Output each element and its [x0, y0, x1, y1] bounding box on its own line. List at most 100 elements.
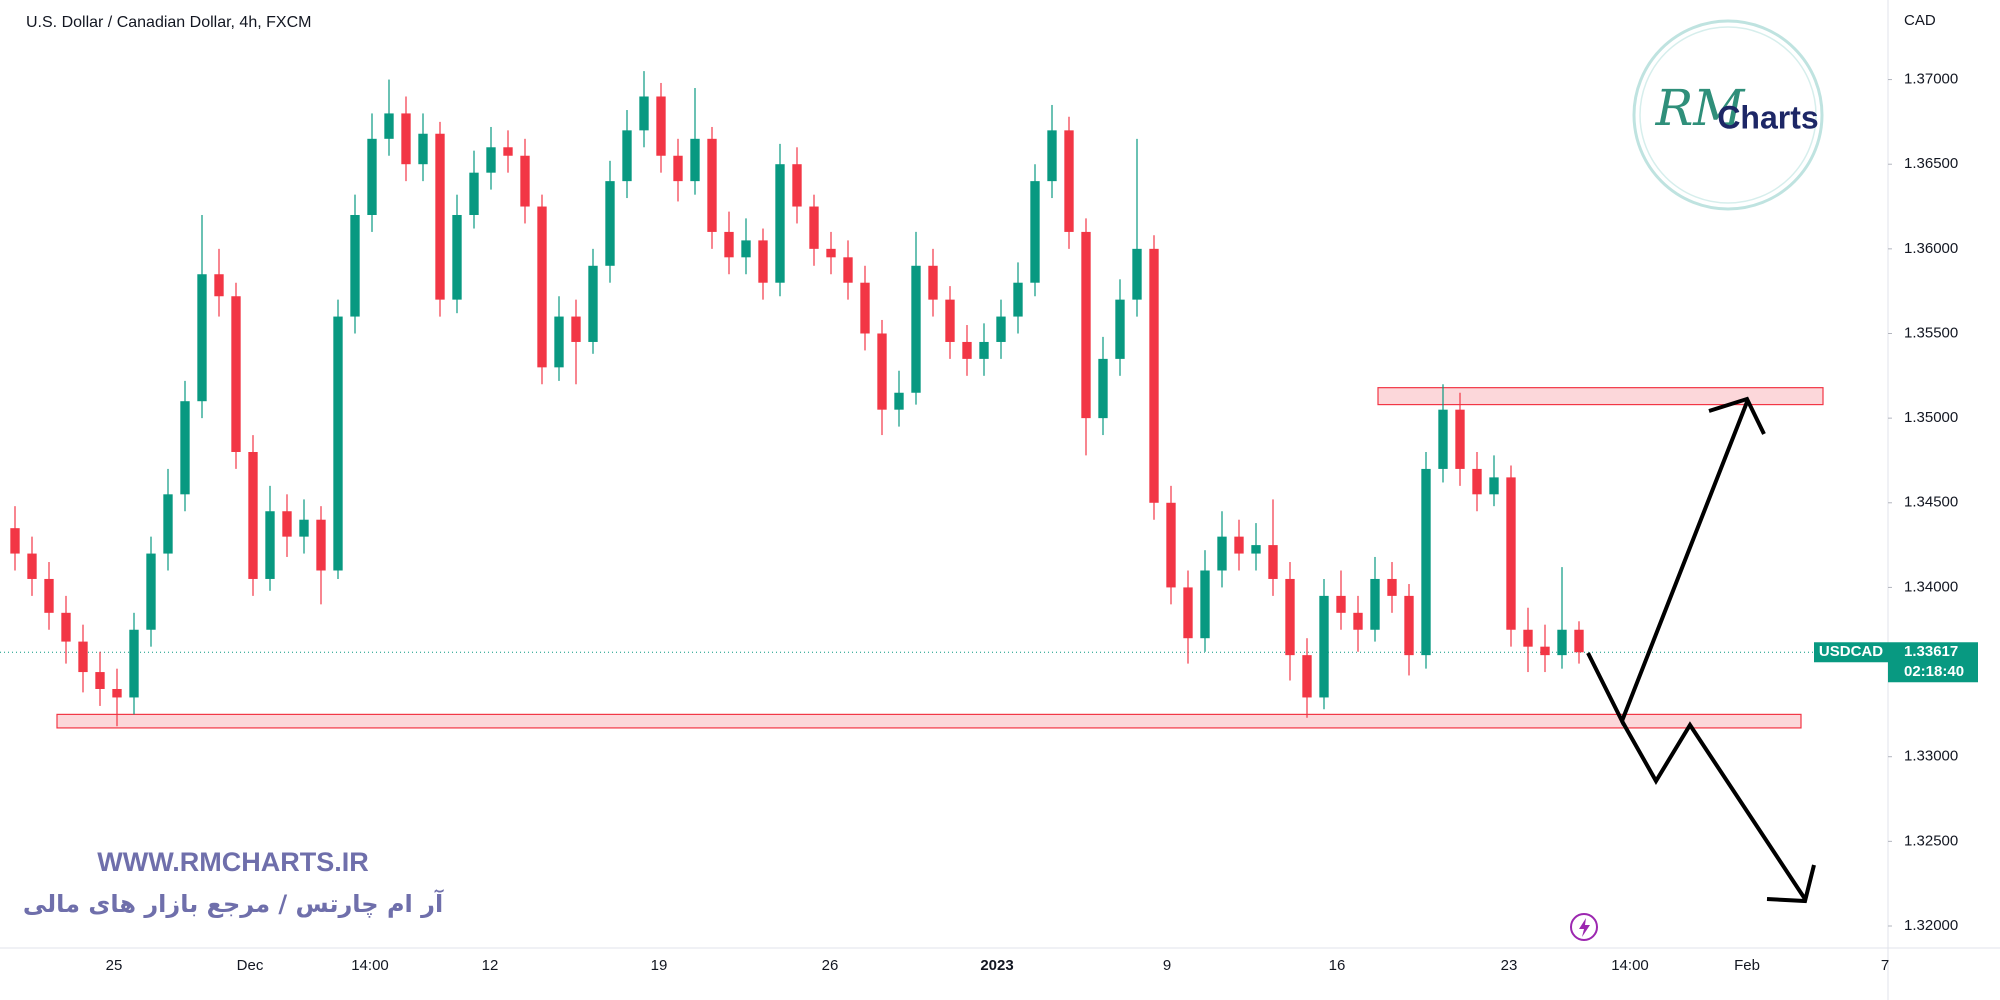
price-zone	[1377, 387, 1824, 406]
candle-body	[1098, 358, 1108, 419]
candle-body	[248, 451, 258, 579]
last-price-label: 1.33617	[1904, 643, 1958, 660]
candle-body	[809, 206, 819, 249]
candle-body	[588, 265, 598, 342]
candle-body	[928, 265, 938, 300]
candle-body	[486, 147, 496, 173]
candle-body	[724, 231, 734, 258]
candle-body	[1557, 629, 1567, 656]
logo-ring-inner	[1639, 26, 1817, 204]
candle-body	[1302, 655, 1312, 698]
candle-body	[792, 164, 802, 207]
candle-body	[945, 299, 955, 342]
y-tick-label: 1.36000	[1904, 240, 1958, 257]
candle-body	[741, 240, 751, 258]
down-arrow-head	[1766, 864, 1816, 904]
candle-body	[673, 155, 683, 182]
candle-body	[1421, 468, 1431, 656]
y-tick-label: 1.33000	[1904, 748, 1958, 765]
candle-body	[146, 553, 156, 630]
candle-body	[163, 494, 173, 554]
candle-body	[622, 130, 632, 182]
y-tick-label: 1.34500	[1904, 494, 1958, 511]
candle-body	[384, 113, 394, 139]
candle-body	[435, 133, 445, 300]
x-tick-label: 25	[106, 957, 123, 974]
x-tick-label: 16	[1329, 957, 1346, 974]
candle-body	[554, 316, 564, 368]
x-tick-label: 7	[1881, 957, 1889, 974]
candle-body	[180, 401, 190, 495]
y-tick-label: 1.32000	[1904, 917, 1958, 934]
candle-body	[78, 641, 88, 673]
candle-body	[826, 248, 836, 258]
candle-body	[1319, 595, 1329, 698]
candle-body	[1183, 587, 1193, 639]
lightning-icon[interactable]	[1579, 918, 1590, 937]
candle-body	[639, 96, 649, 131]
candle-body	[1251, 545, 1261, 554]
candle-body	[860, 282, 870, 334]
candle-body	[299, 519, 309, 537]
candle-body	[452, 214, 462, 300]
candle-body	[231, 296, 241, 452]
candle-body	[1081, 231, 1091, 419]
candle-body	[503, 147, 513, 156]
y-tick-label: 1.32500	[1904, 832, 1958, 849]
candle-body	[1132, 248, 1142, 300]
candle-body	[350, 214, 360, 317]
logo-text: Charts	[1717, 99, 1818, 135]
logo-ring	[1632, 19, 1824, 211]
y-tick-label: 1.35500	[1904, 324, 1958, 341]
candle-body	[1200, 570, 1210, 639]
candle-body	[112, 688, 122, 698]
x-tick-label: 14:00	[351, 957, 389, 974]
x-tick-label: 9	[1163, 957, 1171, 974]
candle-body	[996, 316, 1006, 342]
x-tick-label: 2023	[980, 957, 1013, 974]
lightning-button[interactable]	[1570, 913, 1598, 941]
candle-body	[1472, 468, 1482, 495]
candle-body	[1387, 578, 1397, 596]
x-tick-label: 14:00	[1611, 957, 1649, 974]
candle-body	[214, 274, 224, 297]
candle-body	[1285, 578, 1295, 656]
candle-body	[367, 138, 377, 215]
candle-body	[1438, 409, 1448, 469]
candle-body	[690, 138, 700, 182]
candle-body	[1523, 629, 1533, 647]
candle-body	[1115, 299, 1125, 359]
candle-body	[44, 578, 54, 613]
candle-body	[401, 113, 411, 165]
candle-body	[520, 155, 530, 207]
candle-body	[656, 96, 666, 156]
candle-body	[10, 528, 20, 554]
candle-body	[894, 392, 904, 410]
candle-body	[1353, 612, 1363, 630]
countdown-label: 02:18:40	[1904, 663, 1964, 680]
candle-body	[1268, 545, 1278, 579]
up-arrow-head	[1708, 396, 1766, 435]
candle-body	[1166, 502, 1176, 588]
candle-body	[129, 629, 139, 698]
candle-body	[758, 240, 768, 283]
candle-body	[1455, 409, 1465, 469]
candle-body	[843, 257, 853, 283]
price-zone	[56, 713, 1802, 729]
x-tick-label: 12	[482, 957, 499, 974]
candle-body	[571, 316, 581, 342]
price-badge	[1888, 642, 1978, 683]
y-tick-label: 1.37000	[1904, 71, 1958, 88]
logo-mark: RM	[1655, 79, 1747, 137]
candle-body	[418, 133, 428, 165]
candle-body	[911, 265, 921, 393]
candle-body	[316, 519, 326, 571]
candle-body	[27, 553, 37, 579]
plot: 1.37000 1.36500 1.36000 1.35500 1.35000 1.345…	[0, 71, 1978, 974]
y-tick-label: 1.36500	[1904, 155, 1958, 172]
watermark-tagline: آر ام چارتس / مرجع بازار های مالی	[23, 889, 444, 918]
symbol-badge	[1814, 642, 1888, 663]
x-tick-label: 19	[651, 957, 668, 974]
